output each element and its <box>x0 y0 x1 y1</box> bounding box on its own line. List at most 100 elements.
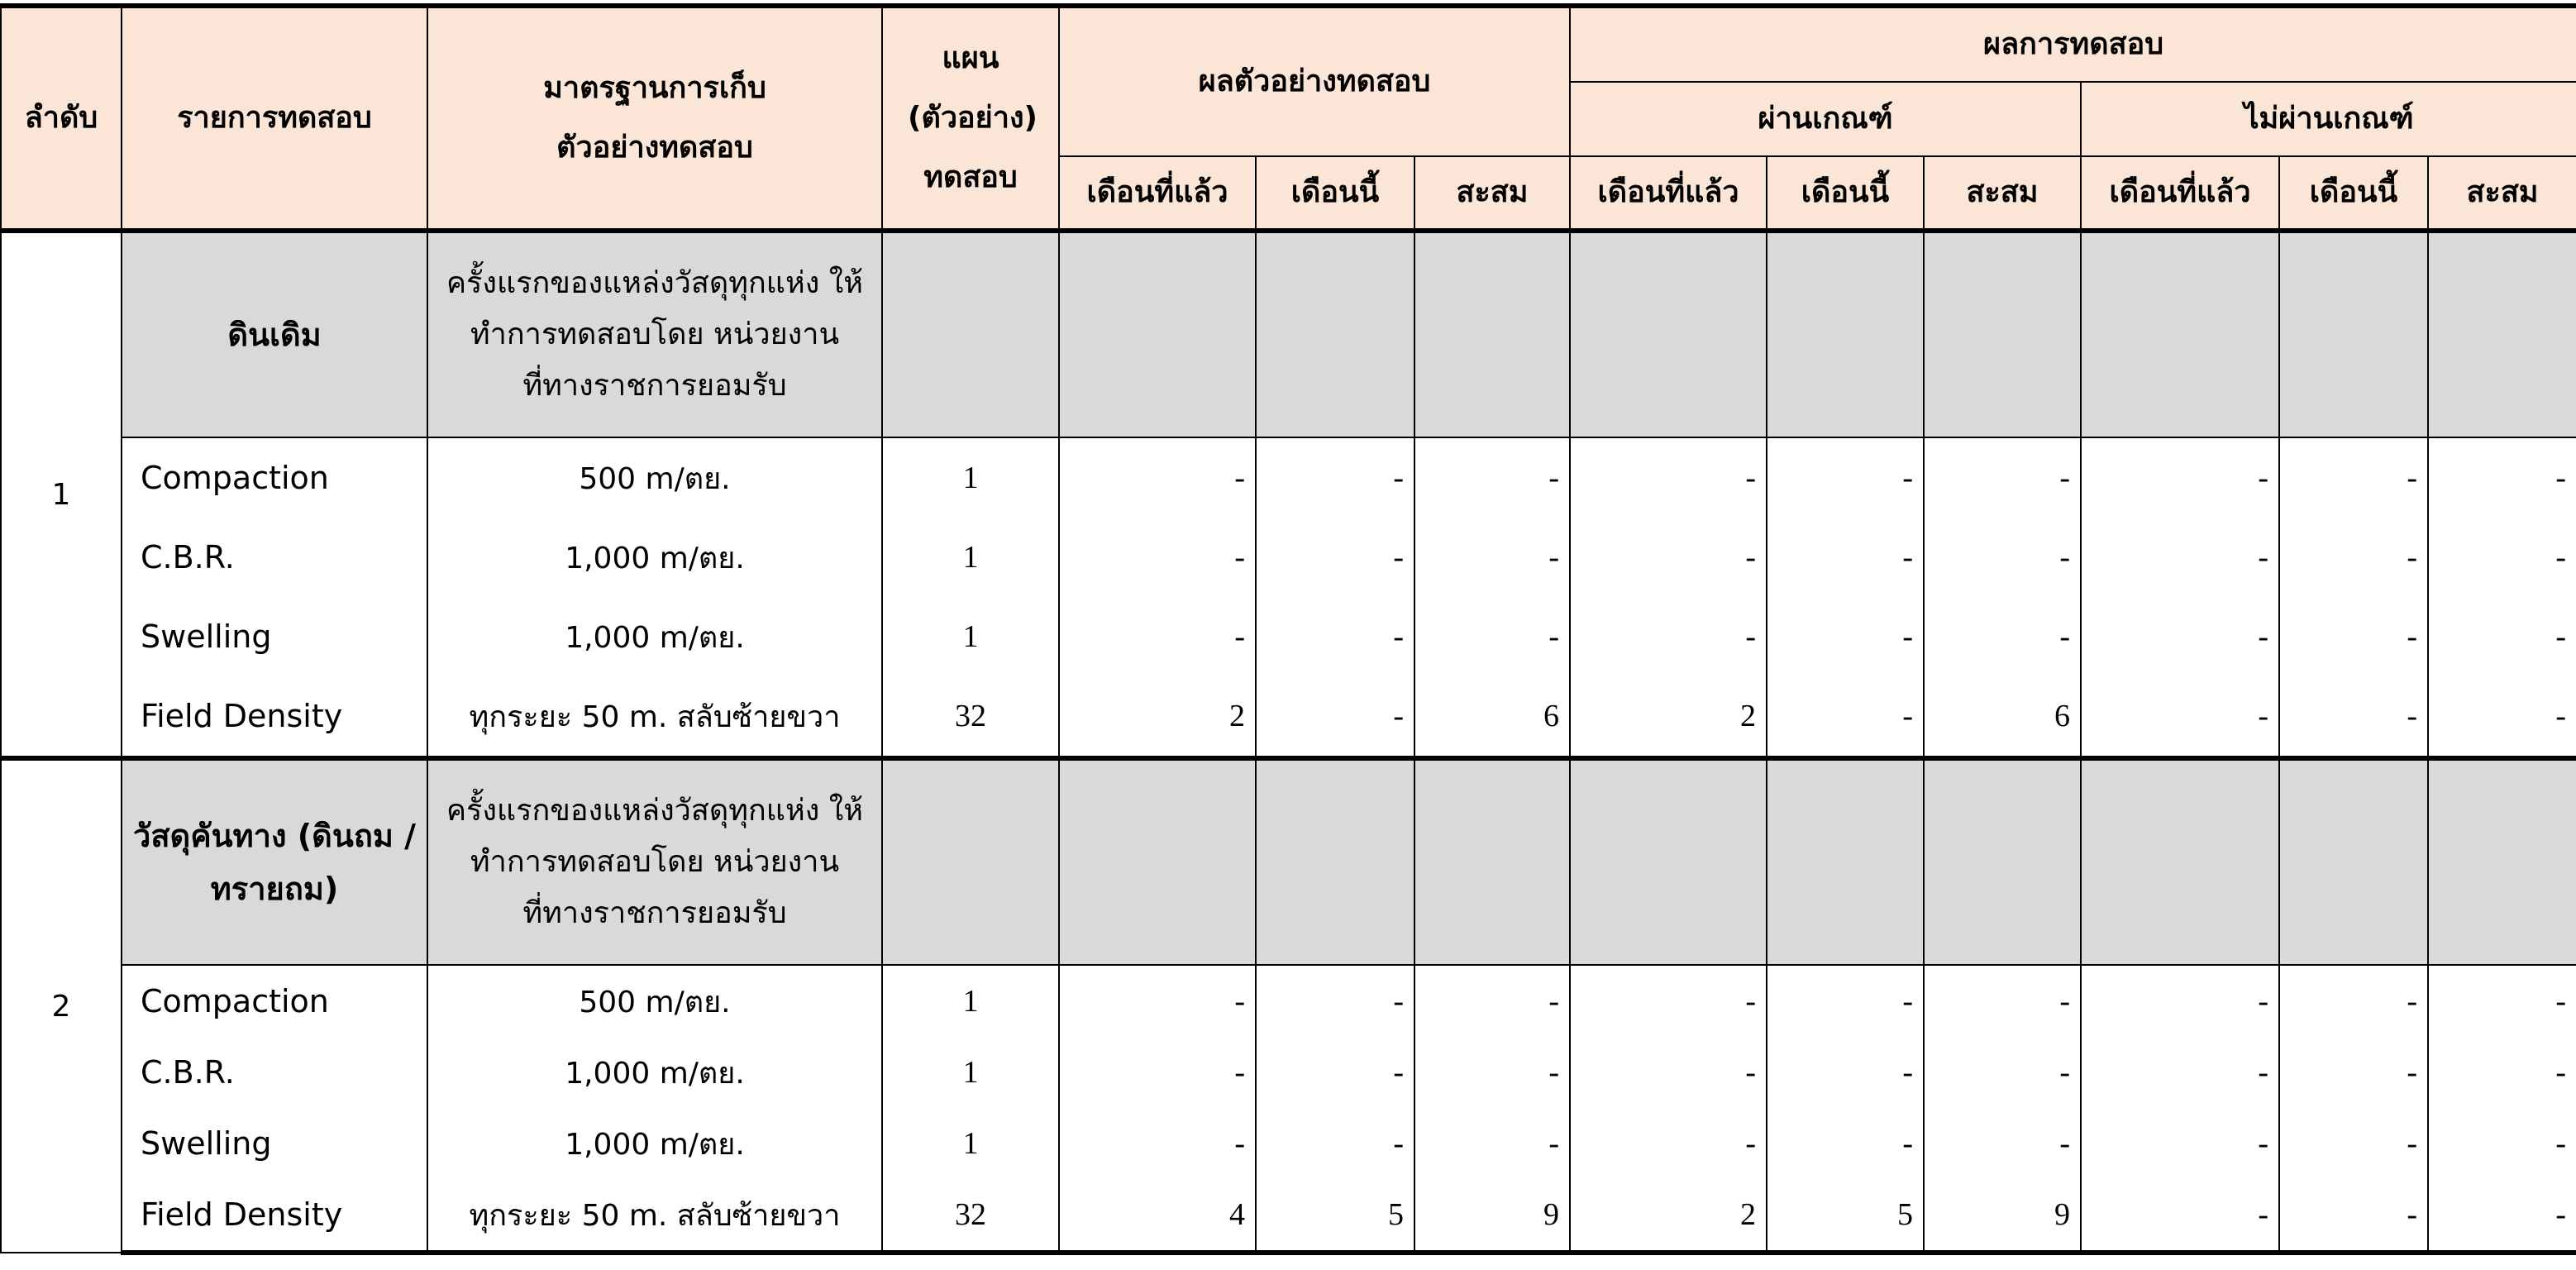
item-value: 2 <box>1569 676 1768 761</box>
item-value: - <box>1923 1037 2082 1108</box>
category-row: 2 วัสดุคันทาง (ดินถม / ทรายถม) ครั้งแรกข… <box>0 756 2576 1253</box>
item-plan: 1 <box>881 1037 1060 1108</box>
category-name: ดินเดิม <box>121 228 428 438</box>
item-value: - <box>1058 597 1257 676</box>
header-sub: สะสม <box>1923 155 2082 232</box>
item-value: - <box>2427 1037 2576 1108</box>
item-value: - <box>1413 437 1572 518</box>
item-value: - <box>1255 518 1415 597</box>
item-value: - <box>2278 965 2430 1037</box>
empty-cell <box>1058 228 1257 438</box>
item-value: - <box>1058 1108 1257 1179</box>
item-value: - <box>1058 965 1257 1037</box>
item-value: - <box>1569 965 1768 1037</box>
empty-cell <box>2278 756 2430 966</box>
category-standard: ครั้งแรกของแหล่งวัสดุทุกแห่ง ให้ทำการทดส… <box>427 756 883 966</box>
header-sub: สะสม <box>1413 155 1572 232</box>
item-value: 5 <box>1255 1179 1415 1255</box>
item-name: C.B.R. <box>121 518 428 597</box>
item-value: 9 <box>1413 1179 1572 1255</box>
table-row: Compaction 500 m/ตย. 1--------- <box>1 437 2576 518</box>
header-standard: มาตรฐานการเก็บตัวอย่างทดสอบ <box>427 3 883 232</box>
empty-cell <box>2080 228 2281 438</box>
header-sub: เดือนที่แล้ว <box>2080 155 2281 232</box>
header-item: รายการทดสอบ <box>121 3 428 232</box>
item-name: Swelling <box>121 597 428 676</box>
item-value: - <box>2278 597 2430 676</box>
item-value: - <box>2278 676 2430 761</box>
item-plan: 1 <box>881 1108 1060 1179</box>
item-value: - <box>1255 1108 1415 1179</box>
item-value: - <box>1255 676 1415 761</box>
item-plan: 32 <box>881 1179 1060 1255</box>
header-pass: ผ่านเกณฑ์ <box>1569 81 2082 157</box>
item-value: - <box>1569 1108 1768 1179</box>
item-value: - <box>1413 518 1572 597</box>
item-value: - <box>2278 1037 2430 1108</box>
item-value: - <box>2080 1179 2281 1255</box>
empty-cell <box>1766 228 1925 438</box>
category-row: 1 ดินเดิม ครั้งแรกของแหล่งวัสดุทุกแห่ง ใ… <box>0 228 2576 759</box>
item-name: Compaction <box>121 437 428 518</box>
empty-cell <box>2427 228 2576 438</box>
item-value: - <box>2427 597 2576 676</box>
item-value: - <box>1766 676 1925 761</box>
table-row: C.B.R. 1,000 m/ตย. 1--------- <box>1 1037 2576 1108</box>
empty-cell <box>881 756 1060 966</box>
item-value: - <box>1255 597 1415 676</box>
header-sub: เดือนนี้ <box>1766 155 1925 232</box>
item-standard: 1,000 m/ตย. <box>427 1037 883 1108</box>
item-value: - <box>1255 965 1415 1037</box>
item-value: - <box>1569 1037 1768 1108</box>
item-name: C.B.R. <box>121 1037 428 1108</box>
item-standard: 1,000 m/ตย. <box>427 597 883 676</box>
empty-cell <box>2080 756 2281 966</box>
item-value: - <box>1923 437 2082 518</box>
item-value: - <box>1058 437 1257 518</box>
item-value: - <box>1413 597 1572 676</box>
item-value: - <box>1923 597 2082 676</box>
empty-cell <box>2427 756 2576 966</box>
item-value: - <box>1413 1037 1572 1108</box>
empty-cell <box>1569 228 1768 438</box>
item-value: 6 <box>1413 676 1572 761</box>
table-row: Field Density ทุกระยะ 50 m. สลับซ้ายขวา … <box>1 1179 2576 1255</box>
empty-cell <box>1058 756 1257 966</box>
header-test-results: ผลการทดสอบ <box>1569 3 2576 83</box>
category-name: วัสดุคันทาง (ดินถม / ทรายถม) <box>121 756 428 966</box>
item-value: - <box>1766 1108 1925 1179</box>
item-value: 5 <box>1766 1179 1925 1255</box>
header-sub: เดือนที่แล้ว <box>1569 155 1768 232</box>
item-plan: 32 <box>881 676 1060 761</box>
item-standard: 500 m/ตย. <box>427 437 883 518</box>
empty-cell <box>1923 228 2082 438</box>
item-standard: 1,000 m/ตย. <box>427 1108 883 1179</box>
item-plan: 1 <box>881 965 1060 1037</box>
item-name: Compaction <box>121 965 428 1037</box>
item-value: - <box>1923 1108 2082 1179</box>
item-value: - <box>2080 676 2281 761</box>
item-value: - <box>2427 1108 2576 1179</box>
test-results-table: ลำดับ รายการทดสอบ มาตรฐานการเก็บตัวอย่าง… <box>0 3 2576 1255</box>
item-value: - <box>1766 597 1925 676</box>
item-value: 2 <box>1569 1179 1768 1255</box>
item-value: 2 <box>1058 676 1257 761</box>
item-value: - <box>1255 1037 1415 1108</box>
item-standard: ทุกระยะ 50 m. สลับซ้ายขวา <box>427 1179 883 1255</box>
empty-cell <box>1923 756 2082 966</box>
empty-cell <box>881 228 1060 438</box>
empty-cell <box>1569 756 1768 966</box>
item-value: - <box>1923 518 2082 597</box>
item-value: 4 <box>1058 1179 1257 1255</box>
header-sub: สะสม <box>2427 155 2576 232</box>
item-value: - <box>1058 1037 1257 1108</box>
item-value: - <box>1766 965 1925 1037</box>
group-seq: 1 <box>0 228 122 759</box>
header-sub: เดือนนี้ <box>2278 155 2430 232</box>
group-1: 1 ดินเดิม ครั้งแรกของแหล่งวัสดุทุกแห่ง ใ… <box>0 228 2576 761</box>
table-row: Swelling 1,000 m/ตย. 1--------- <box>1 597 2576 676</box>
item-name: Field Density <box>121 1179 428 1255</box>
category-standard: ครั้งแรกของแหล่งวัสดุทุกแห่ง ให้ทำการทดส… <box>427 228 883 438</box>
table-row: Compaction 500 m/ตย. 1--------- <box>1 965 2576 1037</box>
item-value: - <box>2427 676 2576 761</box>
